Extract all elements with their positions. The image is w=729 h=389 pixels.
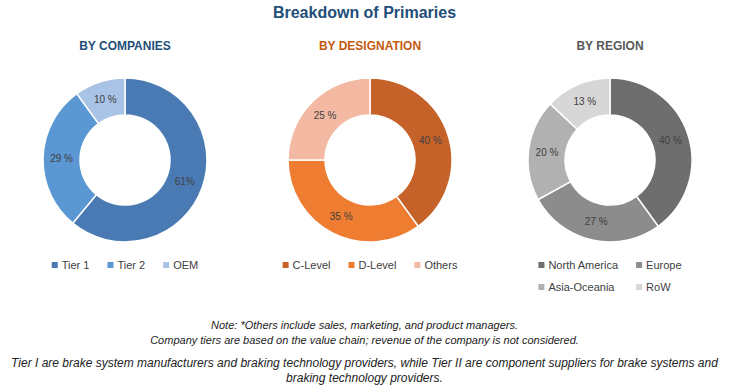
- data-label: 35 %: [330, 211, 353, 222]
- slice: [77, 78, 125, 124]
- donut-chart: BY REGION 40 % 27 % 20 % 13 % North America Eu…: [528, 39, 692, 293]
- legend-swatch: [538, 284, 544, 290]
- note: Note: *Others include sales, marketing, …: [4, 318, 725, 333]
- legend-label: North America: [548, 259, 619, 271]
- legend-swatch: [414, 262, 420, 268]
- legend-item: RoW: [636, 281, 671, 293]
- legend-label: Europe: [646, 259, 681, 271]
- legend-item: Europe: [636, 259, 681, 271]
- notes: Note: *Others include sales, marketing, …: [4, 318, 725, 386]
- legend-label: D-Level: [358, 259, 396, 271]
- legend-swatch: [163, 262, 169, 268]
- data-label: 20 %: [536, 147, 559, 158]
- note: Tier I are brake system manufacturers an…: [4, 356, 725, 386]
- legend-item: North America: [538, 259, 619, 271]
- slice: [73, 78, 207, 242]
- slice: [550, 78, 610, 129]
- data-label: 27 %: [585, 216, 608, 227]
- note: Company tiers are based on the value cha…: [4, 333, 725, 348]
- chart-title: BY REGION: [576, 39, 643, 53]
- slice: [288, 160, 418, 242]
- legend-swatch: [636, 284, 642, 290]
- donut-chart: BY COMPANIES 61% 29 % 10 % Tier 1 Tier 2 OEM: [43, 39, 207, 271]
- legend-label: RoW: [646, 281, 671, 293]
- legend-swatch: [348, 262, 354, 268]
- data-label: 25 %: [314, 110, 337, 121]
- chart-title: BY COMPANIES: [79, 39, 171, 53]
- main-title: Breakdown of Primaries: [273, 4, 456, 21]
- donut-chart: BY DESIGNATION 40 % 35 % 25 % C-Level D-Level…: [283, 39, 458, 271]
- legend-swatch: [538, 262, 544, 268]
- data-label: 29 %: [50, 153, 73, 164]
- slice: [288, 78, 370, 160]
- slice: [538, 182, 658, 242]
- legend-label: Tier 2: [117, 259, 145, 271]
- legend-item: OEM: [163, 259, 198, 271]
- chart-title: BY DESIGNATION: [319, 39, 421, 53]
- legend-label: OEM: [173, 259, 198, 271]
- legend-swatch: [636, 262, 642, 268]
- legend-swatch: [283, 262, 289, 268]
- legend-item: Asia-Oceania: [538, 281, 615, 293]
- data-label: 40 %: [659, 135, 682, 146]
- data-label: 40 %: [419, 135, 442, 146]
- legend-item: Tier 2: [107, 259, 145, 271]
- data-label: 13 %: [573, 96, 596, 107]
- legend-swatch: [107, 262, 113, 268]
- legend-item: Others: [414, 259, 458, 271]
- data-label: 10 %: [94, 94, 117, 105]
- legend-swatch: [52, 262, 58, 268]
- legend-item: D-Level: [348, 259, 396, 271]
- legend-label: Others: [424, 259, 458, 271]
- legend-item: C-Level: [283, 259, 331, 271]
- legend-label: Asia-Oceania: [548, 281, 615, 293]
- legend-label: C-Level: [293, 259, 331, 271]
- data-label: 61%: [175, 176, 195, 187]
- legend-label: Tier 1: [62, 259, 90, 271]
- legend-item: Tier 1: [52, 259, 90, 271]
